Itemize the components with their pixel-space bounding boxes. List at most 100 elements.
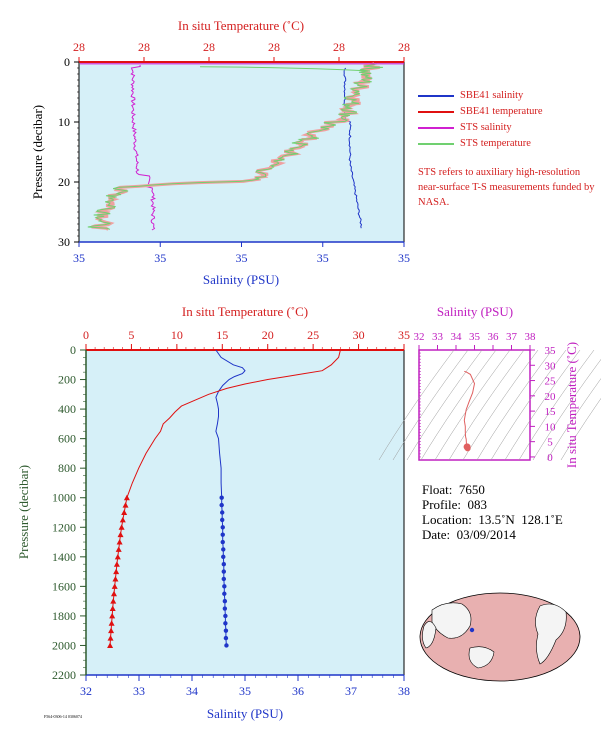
main-temp-tick-label: 25 xyxy=(307,328,319,342)
ts-isopycnal xyxy=(420,349,497,461)
main-pressure-tick-label: 1000 xyxy=(52,491,76,505)
top-temp-tick-label: 28 xyxy=(138,40,150,54)
main-pressure-tick-label: 200 xyxy=(58,373,76,387)
top-plot-ticks: 28 28 28 28 28 28 35 35 35 35 35 0 10 20 30 xyxy=(58,40,410,265)
salinity-point xyxy=(224,643,229,648)
ts-sal-tick-label: 35 xyxy=(469,331,481,343)
top-pressure-tick-label: 20 xyxy=(58,175,70,189)
ts-temp-axis-label: In situ Temperature (˚C) xyxy=(564,342,579,468)
ts-isopycnal xyxy=(378,349,455,461)
top-temp-tick-label: 28 xyxy=(203,40,215,54)
ts-isopycnal xyxy=(392,349,469,461)
main-sal-tick-label: 32 xyxy=(80,684,92,698)
main-temp-tick-label: 15 xyxy=(216,328,228,342)
salinity-point xyxy=(220,510,225,515)
ts-plot-area xyxy=(418,349,531,461)
top-sal-axis-label: Salinity (PSU) xyxy=(203,272,279,287)
ts-temp-tick-label: 5 xyxy=(547,437,553,449)
ts-isopycnals xyxy=(378,349,601,461)
ts-plot-ticks: 32 33 34 35 36 37 38 0 5 10 15 20 25 30 35 xyxy=(414,331,557,464)
main-temp-tick-label: 0 xyxy=(83,328,89,342)
ts-isopycnal xyxy=(532,358,601,461)
temperature-point xyxy=(109,612,116,619)
location: Location: 13.5˚N 128.1˚E xyxy=(422,512,563,527)
salinity-point xyxy=(223,621,228,626)
temperature-point xyxy=(109,605,116,612)
temperature-point xyxy=(107,635,114,641)
top-plot: 28 28 28 28 28 28 35 35 35 35 35 0 10 20 30 In situ Te… xyxy=(30,18,410,287)
map-land-africa xyxy=(422,621,437,649)
main-temp-tick-label: 30 xyxy=(353,328,365,342)
temperature-point xyxy=(108,627,115,634)
legend-label: SBE41 temperature xyxy=(460,106,543,117)
temperature-point xyxy=(119,516,126,523)
legend: SBE41 salinity SBE41 temperature STS sal… xyxy=(418,88,543,152)
ts-temp-tick-label: 25 xyxy=(545,376,557,388)
legend-swatch xyxy=(418,111,454,113)
temperature-point xyxy=(111,583,118,589)
main-temp-axis-label: In situ Temperature (˚C) xyxy=(182,304,308,319)
salinity-point xyxy=(222,591,227,596)
salinity-point xyxy=(222,584,227,589)
legend-item: STS temperature xyxy=(418,136,543,152)
legend-swatch xyxy=(418,127,454,129)
main-pressure-tick-label: 400 xyxy=(58,402,76,416)
temperature-point xyxy=(114,553,121,560)
float-location-marker xyxy=(469,627,475,633)
main-sal-tick-label: 33 xyxy=(133,684,145,698)
ts-isopycnal xyxy=(476,349,553,461)
top-sal-tick-label: 35 xyxy=(73,251,85,265)
ts-isopycnal xyxy=(546,378,601,461)
main-sal-tick-label: 38 xyxy=(398,684,410,698)
temperature-point xyxy=(108,620,115,626)
ts-isopycnal xyxy=(448,349,525,461)
salinity-point xyxy=(220,525,225,530)
top-temp-tick-label: 28 xyxy=(333,40,345,54)
temperature-point xyxy=(116,539,123,545)
main-temp-tick-label: 5 xyxy=(128,328,134,342)
main-pressure-tick-label: 2200 xyxy=(52,668,76,682)
legend-label: SBE41 salinity xyxy=(460,90,524,101)
temperature-point xyxy=(112,575,119,582)
legend-label: STS temperature xyxy=(460,138,531,149)
legend-label: STS salinity xyxy=(460,122,512,133)
main-pressure-tick-label: 800 xyxy=(58,461,76,475)
ts-temp-tick-label: 15 xyxy=(545,406,557,418)
sbe41-salinity-line xyxy=(343,67,363,229)
main-temp-tick-label: 35 xyxy=(398,328,410,342)
salinity-point xyxy=(223,628,229,633)
legend-item: SBE41 temperature xyxy=(418,104,543,120)
legend-item: SBE41 salinity xyxy=(418,88,543,104)
main-temp-tick-label: 20 xyxy=(262,328,274,342)
ts-isopycnal xyxy=(518,349,595,461)
top-temp-axis-label: In situ Temperature (˚C) xyxy=(178,18,304,33)
map-land-australia xyxy=(468,646,495,669)
legend-swatch xyxy=(418,95,454,97)
ts-sal-tick-label: 34 xyxy=(451,331,463,343)
temperature-point xyxy=(110,590,117,597)
top-sal-tick-label: 35 xyxy=(236,251,248,265)
main-temp-tick-label: 10 xyxy=(171,328,183,342)
top-sal-tick-label: 35 xyxy=(154,251,166,265)
profile-number: Profile: 083 xyxy=(422,497,487,512)
main-plot-area xyxy=(85,349,405,676)
ts-plot-curves xyxy=(463,370,476,452)
sts-salinity-line xyxy=(130,64,157,231)
ts-sal-tick-label: 37 xyxy=(506,331,518,343)
salinity-point xyxy=(219,502,224,508)
salinity-point xyxy=(219,495,224,500)
sts-temperature-line xyxy=(87,63,384,230)
top-pressure-axis-label: Pressure (decibar) xyxy=(30,105,45,199)
top-temp-tick-label: 28 xyxy=(73,40,85,54)
main-pressure-tick-label: 1200 xyxy=(52,520,76,534)
temperature-point xyxy=(121,509,128,515)
ts-isopycnal xyxy=(560,397,601,461)
salinity-point xyxy=(221,554,226,560)
surface-temp-trace xyxy=(199,66,371,72)
ts-sal-tick-label: 38 xyxy=(525,331,537,343)
top-pressure-tick-label: 30 xyxy=(58,235,70,249)
sts-note: STS refers to auxiliary high-resolution … xyxy=(418,167,595,208)
temperature-point xyxy=(123,494,130,501)
ts-curve xyxy=(463,370,476,449)
